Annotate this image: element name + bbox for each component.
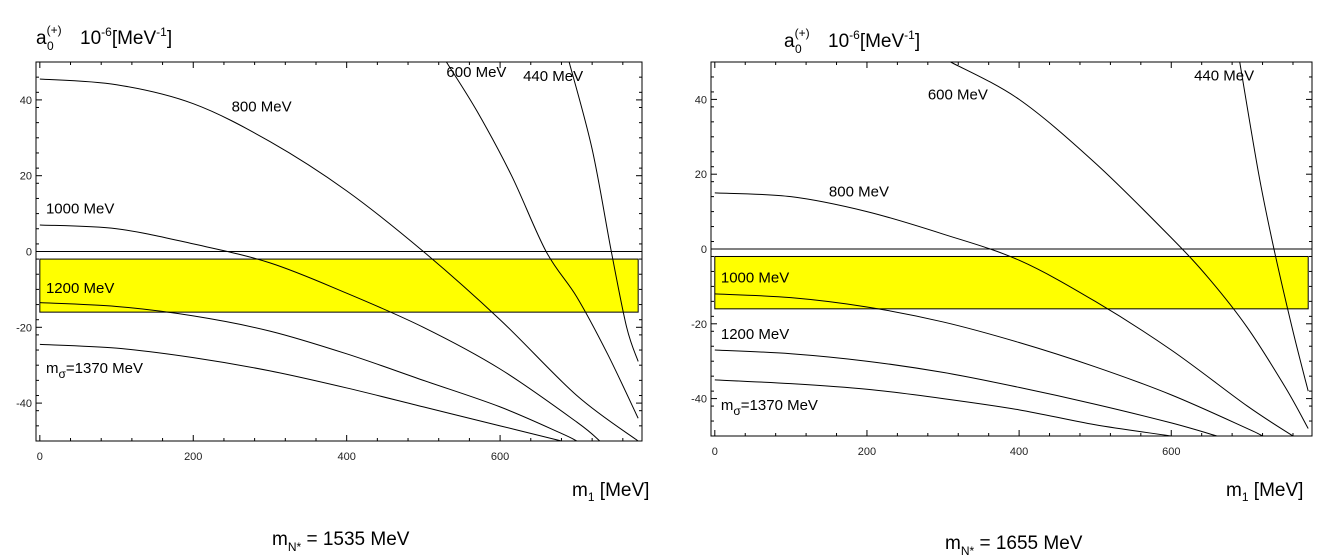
- y-tick-label: 0: [701, 244, 707, 256]
- series-label-part: σ: [733, 404, 741, 418]
- series-label-5: mσ=1370 MeV: [46, 360, 143, 381]
- y-axis-title-part: -1: [156, 25, 167, 39]
- series-label-5: mσ=1370 MeV: [721, 397, 818, 418]
- series-line-0: [1239, 62, 1309, 392]
- x-axis-title-part: m: [1226, 480, 1242, 501]
- y-axis-title: a(+) 0 10-6[MeV-1]: [784, 26, 920, 56]
- y-axis-title-part: -1: [904, 28, 915, 42]
- y-tick-label: 0: [26, 247, 32, 259]
- x-axis-title-part: m: [572, 480, 588, 501]
- y-tick-label: -40: [16, 398, 32, 410]
- series-label-1: 600 MeV: [928, 86, 988, 103]
- series-line-4: [39, 302, 578, 441]
- x-axis-title-part: [MeV]: [595, 480, 650, 501]
- x-axis-title-part: 1: [1242, 490, 1249, 504]
- experimental-band: [39, 258, 639, 313]
- y-axis-title-part: ]: [167, 28, 172, 49]
- panel-caption: mN* = 1535 MeV: [272, 529, 410, 554]
- y-axis-title-part: 0: [795, 42, 802, 56]
- y-axis-title-part: 10: [828, 31, 849, 52]
- series-label-0: 440 MeV: [523, 68, 583, 85]
- y-axis-title-part: 10: [80, 28, 101, 49]
- caption-part: N*: [961, 544, 975, 557]
- y-axis-title-part: [MeV: [112, 28, 157, 49]
- x-tick-label: 400: [337, 451, 355, 463]
- x-axis-title: m1 [MeV]: [572, 480, 649, 504]
- y-tick-label: 40: [20, 95, 32, 107]
- x-tick-label: 200: [858, 446, 876, 458]
- x-tick-label: 0: [37, 451, 43, 463]
- y-tick-label: 20: [695, 169, 707, 181]
- y-axis-title-part: a: [784, 31, 795, 52]
- series-line-1: [950, 62, 1309, 429]
- y-tick-label: -40: [691, 394, 707, 406]
- y-axis-title-part: a: [36, 28, 47, 49]
- y-axis-title-part: [MeV: [860, 31, 905, 52]
- x-tick-label: 200: [184, 451, 202, 463]
- caption-part: N*: [288, 540, 302, 554]
- y-axis-title-part: (+): [795, 26, 810, 40]
- series-line-5: [39, 343, 562, 441]
- series-line-5: [714, 379, 1172, 436]
- series-label-2: 800 MeV: [232, 98, 292, 115]
- series-label-part: m: [46, 360, 59, 377]
- panel-caption: mN* = 1655 MeV: [945, 533, 1083, 557]
- caption-part: = 1655 MeV: [974, 533, 1083, 554]
- series-label-4: 1200 MeV: [721, 326, 789, 343]
- series-label-1: 600 MeV: [446, 64, 506, 81]
- x-axis-title-part: [MeV]: [1249, 480, 1304, 501]
- x-tick-label: 400: [1010, 446, 1028, 458]
- y-tick-label: 40: [695, 94, 707, 106]
- series-line-0: [568, 62, 639, 362]
- series-label-part: =1370 MeV: [66, 360, 143, 377]
- y-tick-label: -20: [16, 322, 32, 334]
- y-axis-title-part: -6: [849, 28, 860, 42]
- y-axis-title-part: ]: [915, 31, 920, 52]
- x-tick-label: 600: [1162, 446, 1180, 458]
- caption-part: m: [945, 533, 961, 554]
- series-label-part: m: [721, 397, 734, 414]
- experimental-band: [714, 255, 1309, 310]
- series-label-3: 1000 MeV: [721, 270, 789, 287]
- y-tick-label: -20: [691, 319, 707, 331]
- y-axis-title-part: (+): [47, 23, 62, 37]
- series-label-3: 1000 MeV: [46, 201, 114, 218]
- series-line-2: [39, 78, 639, 441]
- y-axis-title: a(+) 0 10-6[MeV-1]: [36, 23, 172, 53]
- series-line-3: [714, 293, 1263, 436]
- y-axis-title-part: -6: [101, 25, 112, 39]
- series-label-4: 1200 MeV: [46, 280, 114, 297]
- series-line-4: [714, 349, 1218, 436]
- series-line-1: [445, 62, 639, 419]
- x-axis-title-part: 1: [588, 490, 595, 504]
- series-label-0: 440 MeV: [1194, 68, 1254, 85]
- x-axis-title: m1 [MeV]: [1226, 480, 1303, 504]
- caption-part: = 1535 MeV: [301, 529, 410, 550]
- series-line-3: [39, 224, 601, 441]
- x-tick-label: 0: [712, 446, 718, 458]
- y-tick-label: 20: [20, 171, 32, 183]
- series-line-2: [714, 192, 1294, 436]
- caption-part: m: [272, 529, 288, 550]
- series-label-part: σ: [58, 367, 66, 381]
- series-label-part: =1370 MeV: [741, 397, 818, 414]
- series-label-2: 800 MeV: [829, 184, 889, 201]
- x-tick-label: 600: [491, 451, 509, 463]
- y-axis-title-part: 0: [47, 39, 54, 53]
